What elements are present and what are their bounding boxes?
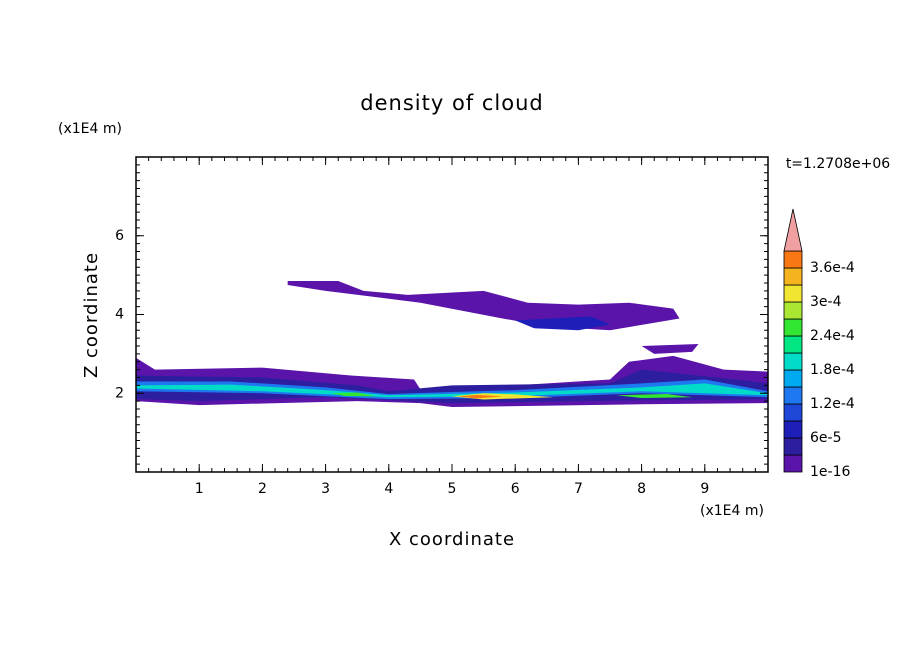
x-tick-label: 3 [321, 481, 330, 497]
colorbar-box [783, 369, 803, 388]
contour-region [331, 392, 377, 397]
x-tick-label: 6 [511, 481, 520, 497]
colorbar-label: 3e-4 [810, 294, 842, 310]
y-unit: (x1E4 m) [58, 121, 122, 137]
colorbar-box [783, 250, 803, 269]
colorbar-box [783, 403, 803, 422]
colorbar-label: 1e-16 [810, 464, 850, 480]
colorbar-label: 1.8e-4 [810, 362, 855, 378]
contour-region [616, 394, 693, 398]
contour-region [458, 394, 503, 399]
x-tick-label: 7 [574, 481, 583, 497]
colorbar-label: 6e-5 [810, 430, 841, 446]
colorbar-label: 3.6e-4 [810, 260, 855, 276]
colorbar-box [783, 284, 803, 303]
x-unit: (x1E4 m) [700, 503, 764, 519]
colorbar-box [783, 318, 803, 337]
y-tick-label: 2 [115, 385, 124, 401]
colorbar-box [783, 420, 803, 439]
contour-region [136, 379, 768, 400]
colorbar-box [783, 437, 803, 456]
colorbar-box [783, 386, 803, 405]
plot-area [136, 281, 768, 408]
colorbar-box [783, 454, 803, 473]
colorbar-label: 1.2e-4 [810, 396, 855, 412]
colorbar-box [783, 352, 803, 371]
colorbar-box [783, 301, 803, 320]
x-tick-label: 5 [448, 481, 457, 497]
y-tick-label: 6 [115, 228, 124, 244]
x-tick-label: 4 [384, 481, 393, 497]
x-tick-label: 2 [258, 481, 267, 497]
chart-title: density of cloud [360, 91, 543, 115]
x-tick-label: 1 [195, 481, 204, 497]
contour-region [287, 281, 680, 331]
y-tick-label: 4 [115, 307, 124, 323]
colorbar-overflow [783, 208, 803, 252]
x-axis-label: X coordinate [389, 529, 515, 550]
contour-region [641, 344, 699, 354]
time-annotation: t=1.2708e+06 [786, 156, 890, 172]
contour-region [515, 316, 610, 331]
y-axis-label: Z coordinate [81, 252, 102, 378]
contour-region [136, 383, 768, 398]
x-tick-label: 9 [700, 481, 709, 497]
colorbar-label: 2.4e-4 [810, 328, 855, 344]
x-tick-label: 8 [637, 481, 646, 497]
colorbar-box [783, 267, 803, 286]
colorbar-box [783, 335, 803, 354]
